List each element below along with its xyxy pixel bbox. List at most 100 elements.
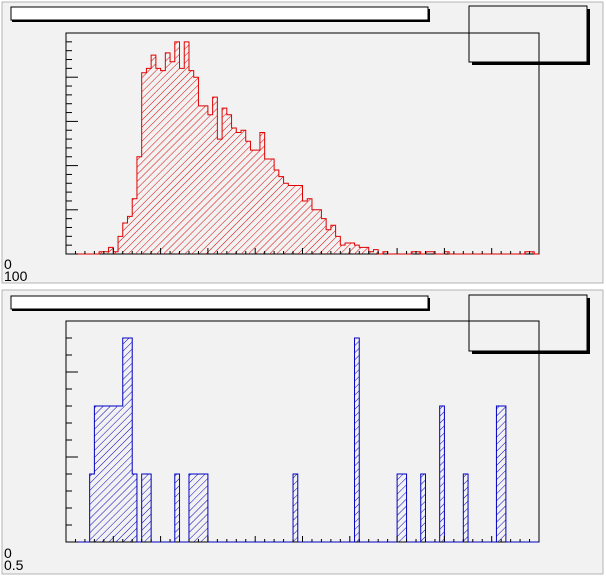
- y-tick-label-low-1: 0: [4, 256, 12, 272]
- histogram-bin: [397, 474, 402, 542]
- histogram-bin: [226, 114, 232, 255]
- histogram-bin: [127, 338, 133, 542]
- histogram-1-bins: [66, 41, 539, 255]
- histogram-bin: [146, 474, 152, 542]
- histogram-bin: [524, 251, 530, 254]
- histogram-2-bins: [66, 337, 539, 543]
- histogram-bin: [174, 474, 180, 542]
- histogram-1-y-ticks: [66, 32, 78, 255]
- histogram-bin: [146, 68, 152, 254]
- histogram-bin: [368, 251, 374, 254]
- histogram-bin: [307, 198, 312, 254]
- histogram-bin: [174, 41, 180, 255]
- histogram-bin: [108, 406, 114, 542]
- histogram-bin: [264, 158, 270, 254]
- histogram-bin: [340, 245, 346, 254]
- histogram-bin: [297, 185, 303, 254]
- histogram-bin: [108, 247, 114, 254]
- histogram-bin: [99, 251, 104, 254]
- histogram-bin: [496, 406, 502, 542]
- histogram-bin: [363, 247, 369, 254]
- histogram-bin: [501, 406, 506, 542]
- histogram-bin: [151, 55, 156, 254]
- histogram-bin: [250, 150, 256, 254]
- histogram-bin: [311, 209, 317, 254]
- histogram-bin: [94, 406, 100, 542]
- histogram-bin: [122, 223, 128, 254]
- histogram-bin: [103, 251, 109, 254]
- histogram-bin: [188, 474, 194, 542]
- histogram-bin: [113, 406, 119, 542]
- histogram-bin: [122, 338, 128, 542]
- histogram-bin: [444, 251, 450, 254]
- histogram-bin: [113, 251, 119, 254]
- histogram-bin: [132, 474, 137, 542]
- histogram-bin: [349, 242, 355, 254]
- histogram-bin: [463, 474, 469, 542]
- histogram-bin: [316, 209, 322, 254]
- histogram-bin: [188, 70, 194, 254]
- histogram-bin: [359, 247, 364, 254]
- histogram-bin: [184, 41, 189, 255]
- histogram-bin: [236, 132, 242, 254]
- histogram-bin: [302, 200, 308, 254]
- histogram-bin: [283, 183, 289, 254]
- histogram-bin: [132, 198, 137, 254]
- histogram-bin: [439, 406, 445, 542]
- histogram-bin: [354, 338, 360, 542]
- histogram-bin: [165, 52, 171, 254]
- histogram-bin: [335, 236, 341, 254]
- histogram-bin: [416, 251, 421, 254]
- histogram-bin: [141, 72, 147, 254]
- histogram-bin: [99, 406, 104, 542]
- histogram-bin: [198, 474, 204, 542]
- histogram-bin: [203, 474, 208, 542]
- histogram-bin: [241, 130, 246, 254]
- pad-2-title-box[interactable]: [10, 295, 429, 310]
- histogram-bin: [274, 170, 279, 254]
- histogram-bin: [293, 474, 298, 542]
- y-tick-label-high-2: 0.5: [4, 557, 24, 573]
- histogram-bin: [170, 61, 175, 255]
- histogram-bin: [269, 158, 275, 254]
- histogram-bin: [288, 185, 294, 254]
- histogram-bin: [136, 156, 142, 254]
- histogram-bin: [118, 236, 123, 254]
- histogram-bin: [231, 128, 237, 254]
- histogram-bin: [193, 474, 199, 542]
- histogram-bin: [127, 216, 133, 254]
- pad-1-stats-box[interactable]: [468, 5, 588, 63]
- pad-2-stats-box[interactable]: [468, 294, 588, 352]
- histogram-bin: [430, 251, 435, 254]
- histogram-bin: [401, 474, 407, 542]
- histogram-pad-2: 0 0.5: [1, 289, 604, 575]
- histogram-bin: [217, 139, 223, 254]
- histogram-bin: [160, 70, 166, 254]
- histogram-bin: [278, 176, 284, 254]
- histogram-bin: [411, 251, 417, 254]
- pad-1-title-box[interactable]: [10, 6, 429, 21]
- y-tick-label-high-1: 100: [4, 268, 28, 284]
- y-tick-label-low-2: 0: [4, 545, 12, 561]
- histogram-bin: [89, 474, 95, 542]
- histogram-bin: [222, 108, 227, 254]
- histogram-2-x-ticks: [65, 536, 540, 542]
- histogram-bin: [118, 406, 123, 542]
- histogram-bin: [193, 77, 199, 254]
- histogram-bin: [212, 97, 218, 254]
- histogram-bin: [354, 245, 360, 254]
- histogram-bin: [382, 251, 388, 254]
- histogram-bin: [255, 150, 260, 254]
- histogram-2-y-ticks: [66, 320, 78, 543]
- histogram-bin: [293, 185, 298, 254]
- histogram-bin: [326, 229, 331, 254]
- histogram-bin: [245, 141, 251, 254]
- histogram-bin: [330, 225, 336, 254]
- histogram-bin: [103, 406, 109, 542]
- histogram-bin: [155, 68, 161, 254]
- histogram-1-x-ticks: [65, 248, 540, 254]
- histogram-bin: [529, 251, 535, 254]
- histogram-bin: [198, 105, 204, 255]
- histogram-bin: [345, 242, 350, 254]
